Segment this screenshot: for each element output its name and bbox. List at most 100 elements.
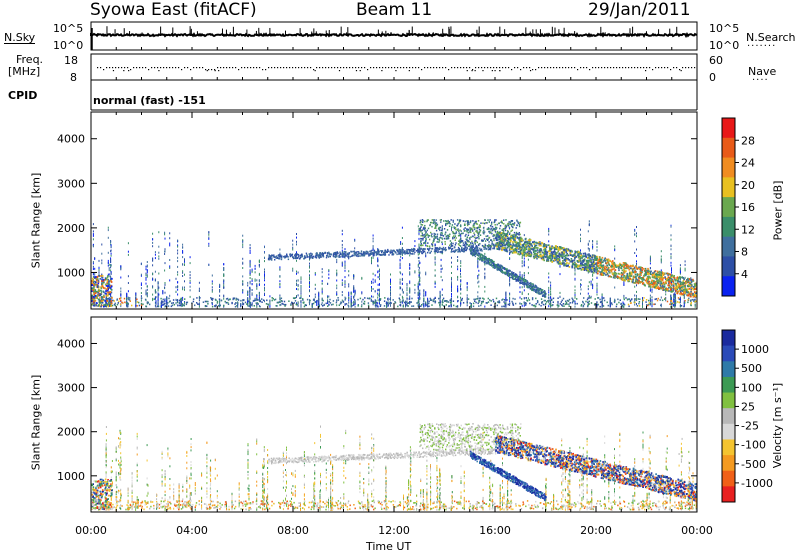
echo-cell: [344, 276, 346, 279]
echo-cell: [448, 247, 450, 250]
echo-cell: [344, 256, 346, 259]
freq-point: [436, 67, 438, 69]
echo-cell: [169, 265, 171, 268]
echo-cell: [389, 301, 391, 304]
echo-cell: [287, 258, 290, 261]
freq-point: [526, 67, 528, 69]
echo-cell: [406, 251, 409, 253]
echo-cell: [487, 239, 489, 241]
echo-cell: [645, 299, 648, 301]
echo-cell: [467, 224, 469, 227]
echo-cell: [511, 223, 514, 225]
freq-point: [652, 69, 654, 71]
echo-cell: [154, 251, 156, 254]
echo-cell: [296, 236, 297, 239]
echo-cell: [261, 301, 263, 303]
echo-cell: [377, 250, 379, 252]
echo-cell: [164, 302, 166, 305]
echo-cell: [452, 219, 454, 222]
echo-cell: [94, 275, 96, 278]
echo-cell: [336, 304, 338, 307]
echo-cell: [321, 271, 323, 274]
echo-cell: [406, 302, 408, 305]
echo-cell: [314, 256, 316, 258]
echo-cell: [583, 303, 586, 305]
echo-cell: [529, 302, 531, 305]
echo-cell: [582, 301, 584, 304]
echo-cell: [154, 289, 156, 292]
echo-cell: [264, 257, 265, 259]
echo-cell: [264, 246, 265, 249]
echo-cell: [479, 230, 481, 233]
echo-cell: [623, 298, 625, 301]
echo-cell: [469, 229, 472, 231]
echo-cell: [619, 299, 621, 301]
echo-cell: [305, 252, 308, 255]
echo-cell: [434, 269, 436, 272]
echo-cell: [309, 289, 310, 292]
echo-cell: [476, 247, 479, 250]
echo-cell: [160, 300, 163, 302]
echo-cell: [567, 300, 570, 302]
echo-cell: [383, 300, 386, 302]
echo-cell: [460, 288, 462, 290]
echo-cell: [491, 225, 494, 228]
echo-cell: [614, 249, 616, 252]
echo-cell: [100, 300, 102, 302]
echo-cell: [384, 297, 386, 299]
echo-cell: [507, 230, 509, 232]
echo-cell: [622, 301, 624, 304]
echo-cell: [571, 297, 573, 300]
echo-cell: [590, 297, 592, 299]
echo-cell: [425, 273, 427, 276]
echo-cell: [289, 253, 291, 256]
echo-cell: [336, 269, 338, 272]
echo-cell: [379, 302, 380, 305]
echo-cell: [249, 260, 251, 263]
echo-cell: [254, 299, 257, 302]
echo-cell: [110, 272, 112, 275]
echo-cell: [596, 291, 598, 294]
echo-cell: [556, 304, 558, 306]
echo-cell: [269, 305, 271, 308]
echo-cell: [493, 234, 495, 237]
echo-cell: [301, 255, 304, 258]
echo-cell: [531, 297, 534, 299]
echo-cell: [417, 297, 419, 299]
echo-cell: [152, 285, 154, 288]
echo-cell: [647, 304, 649, 307]
echo-cell: [477, 275, 479, 277]
echo-cell: [166, 297, 168, 300]
echo-cell: [466, 239, 468, 241]
echo-cell: [97, 289, 100, 292]
echo-cell: [371, 286, 372, 288]
echo-cell: [343, 250, 346, 253]
echo-cell: [93, 284, 95, 286]
echo-cell: [123, 297, 126, 300]
echo-cell: [414, 240, 416, 243]
echo-cell: [476, 249, 478, 252]
echo-cell: [304, 255, 306, 257]
echo-cell: [377, 270, 379, 273]
echo-cell: [157, 305, 159, 308]
echo-cell: [98, 303, 101, 306]
echo-cell: [469, 221, 472, 224]
echo-cell: [138, 304, 141, 307]
echo-cell: [599, 305, 601, 308]
echo-cell: [242, 283, 244, 286]
echo-cell: [427, 300, 429, 303]
freq-point: [301, 67, 303, 69]
freq-point: [505, 67, 507, 69]
echo-cell: [501, 305, 503, 308]
echo-cell: [184, 301, 185, 304]
echo-cell: [105, 294, 108, 297]
echo-cell: [361, 253, 363, 255]
echo-cell: [459, 242, 461, 244]
echo-cell: [323, 304, 325, 306]
echo-cell: [488, 244, 490, 247]
nave-point: [158, 70, 160, 72]
echo-cell: [536, 300, 539, 302]
echo-cell: [256, 303, 258, 306]
echo-cell: [609, 302, 611, 305]
echo-cell: [342, 301, 345, 303]
